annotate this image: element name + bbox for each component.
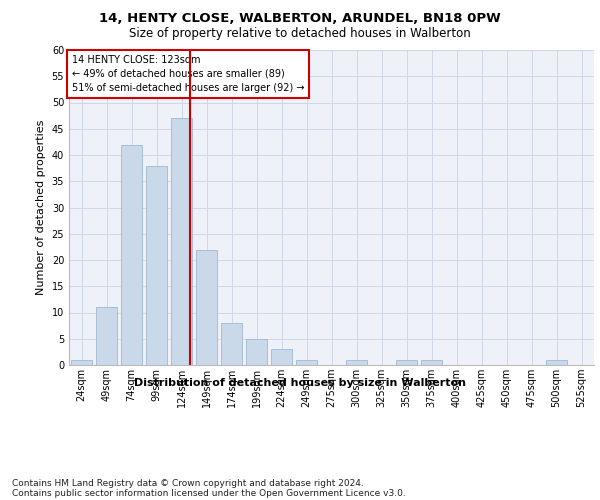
Bar xyxy=(396,360,417,365)
Y-axis label: Number of detached properties: Number of detached properties xyxy=(36,120,46,295)
Bar xyxy=(421,360,442,365)
Bar xyxy=(296,360,317,365)
Text: 14, HENTY CLOSE, WALBERTON, ARUNDEL, BN18 0PW: 14, HENTY CLOSE, WALBERTON, ARUNDEL, BN1… xyxy=(99,12,501,26)
Bar xyxy=(196,250,217,365)
Text: Contains public sector information licensed under the Open Government Licence v3: Contains public sector information licen… xyxy=(12,488,406,498)
Bar xyxy=(146,166,167,365)
Text: 14 HENTY CLOSE: 123sqm
← 49% of detached houses are smaller (89)
51% of semi-det: 14 HENTY CLOSE: 123sqm ← 49% of detached… xyxy=(71,54,304,92)
Bar xyxy=(121,144,142,365)
Text: Size of property relative to detached houses in Walberton: Size of property relative to detached ho… xyxy=(129,28,471,40)
Text: Contains HM Land Registry data © Crown copyright and database right 2024.: Contains HM Land Registry data © Crown c… xyxy=(12,478,364,488)
Bar xyxy=(71,360,92,365)
Bar xyxy=(346,360,367,365)
Text: Distribution of detached houses by size in Walberton: Distribution of detached houses by size … xyxy=(134,378,466,388)
Bar xyxy=(171,118,192,365)
Bar xyxy=(546,360,567,365)
Bar xyxy=(246,339,267,365)
Bar xyxy=(221,323,242,365)
Bar xyxy=(96,307,117,365)
Bar xyxy=(271,349,292,365)
